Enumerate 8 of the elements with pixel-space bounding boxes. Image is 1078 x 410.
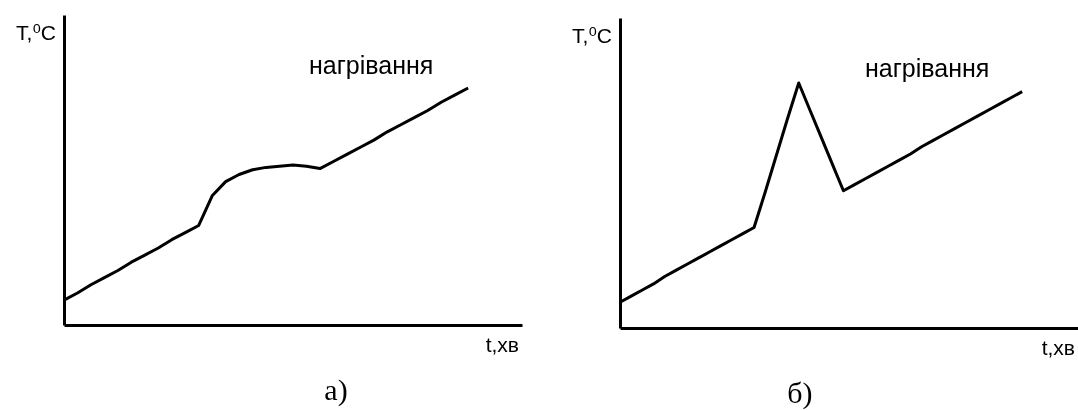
x-axis-title: t,хв <box>485 333 519 356</box>
text: а) <box>324 373 348 407</box>
text: б) <box>787 376 813 410</box>
y-axis-title: T,⁰C <box>572 24 612 47</box>
y-axis-title: T,⁰C <box>16 21 56 44</box>
x-axis-title: t,хв <box>1041 336 1075 359</box>
text: нагрівання <box>309 51 434 79</box>
text: нагрівання <box>865 54 990 82</box>
